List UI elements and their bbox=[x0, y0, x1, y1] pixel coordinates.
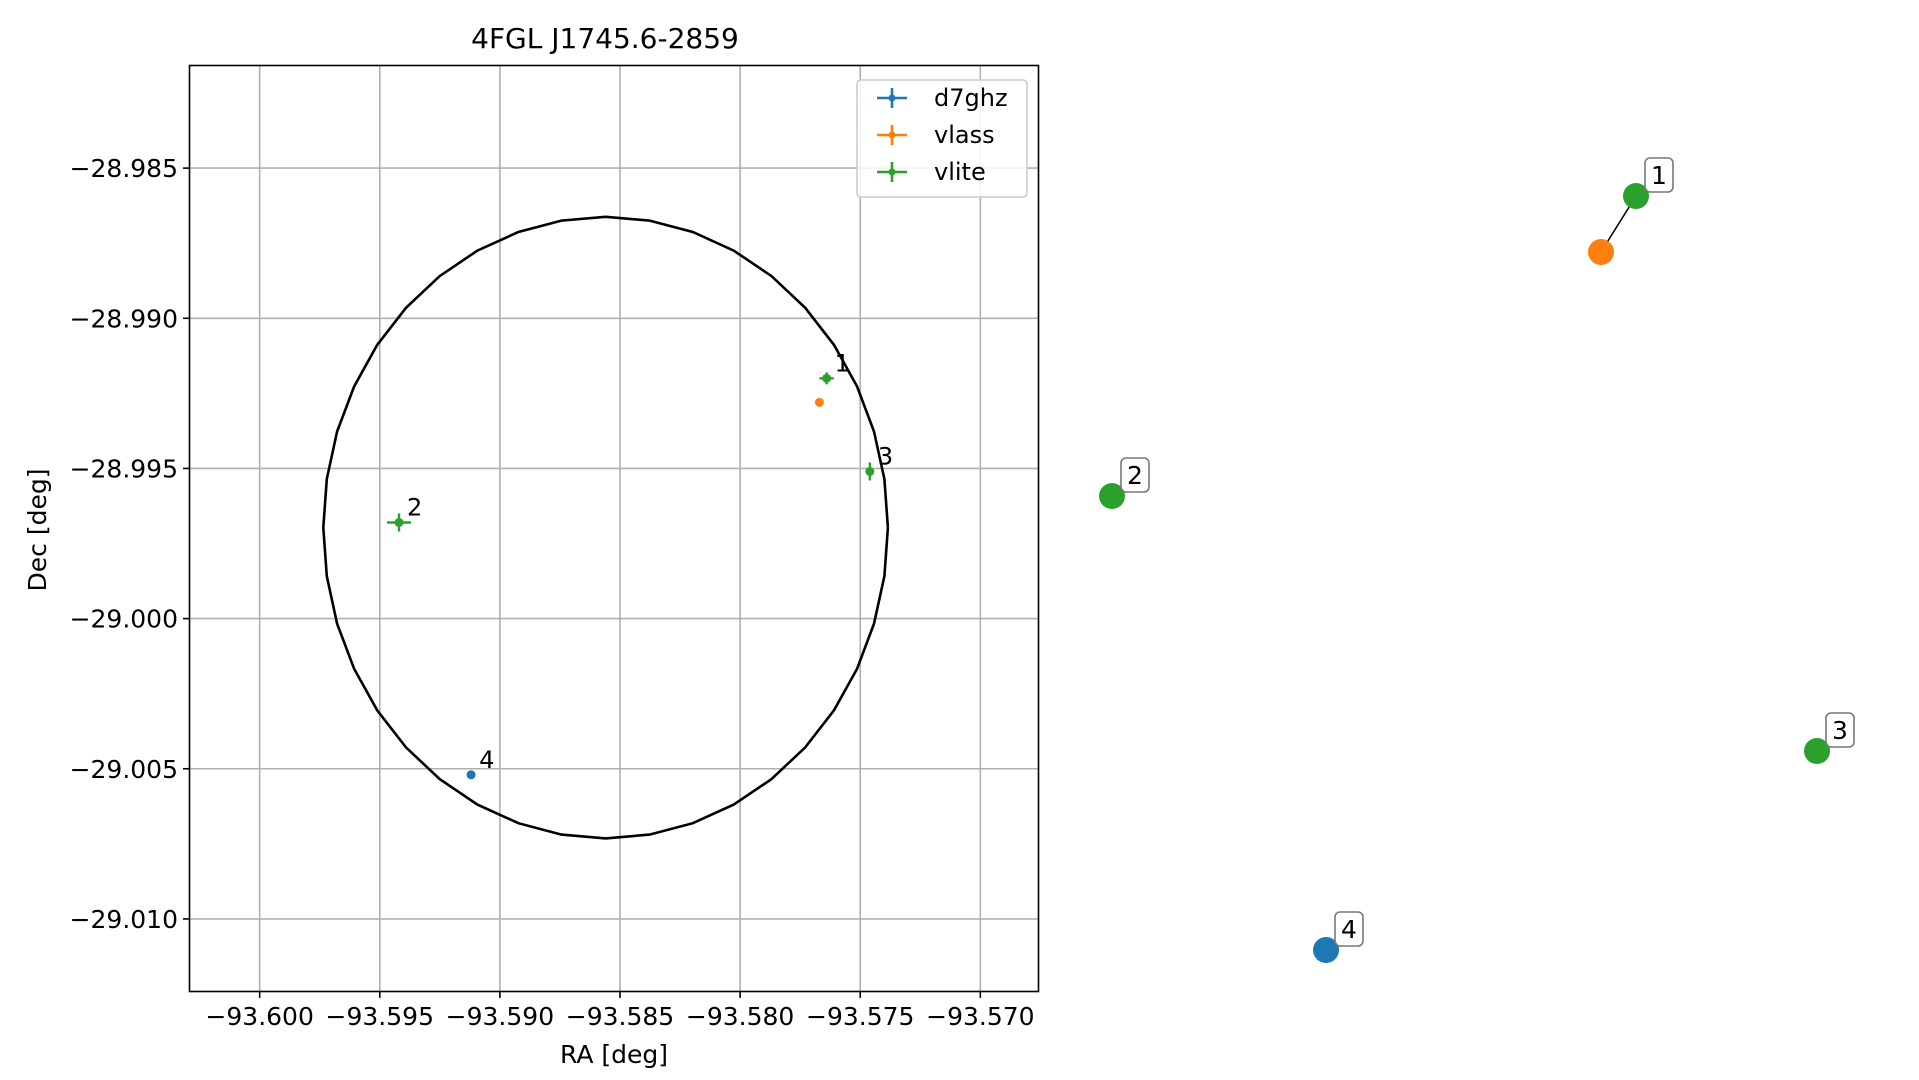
node-label-box bbox=[1120, 457, 1150, 493]
y-tick-label: −29.005 bbox=[70, 755, 178, 784]
grid bbox=[190, 66, 1038, 991]
x-tick-label: −93.590 bbox=[446, 1002, 554, 1031]
node-label-box bbox=[1334, 911, 1364, 947]
point-label: 4 bbox=[479, 746, 494, 774]
diagram-node bbox=[1804, 738, 1830, 764]
x-tick-label: −93.595 bbox=[326, 1002, 434, 1031]
diagram-node bbox=[1623, 183, 1649, 209]
point-label: 2 bbox=[407, 493, 422, 521]
match-diagram: 1 2 3 4 bbox=[1099, 157, 1855, 963]
y-tick-label: −29.010 bbox=[70, 905, 178, 934]
scatter-plot: 4FGL J1745.6-2859 −93.600 −93.595 −93.590−… bbox=[23, 22, 1040, 1069]
node-label-box bbox=[1644, 157, 1674, 193]
y-tick-label: −28.995 bbox=[70, 454, 178, 483]
legend-marker-vlass bbox=[888, 131, 896, 139]
point-label: 3 bbox=[878, 442, 893, 470]
node-label: 3 bbox=[1832, 716, 1848, 745]
y-tick-label: −28.990 bbox=[70, 304, 178, 333]
x-tick-label: −93.580 bbox=[686, 1002, 794, 1031]
y-axis-label: Dec [deg] bbox=[23, 469, 52, 592]
x-tick-label: −93.585 bbox=[566, 1002, 674, 1031]
node-label-box bbox=[1825, 712, 1855, 748]
legend-label-vlass: vlass bbox=[934, 121, 995, 149]
x-tick-label: −93.575 bbox=[806, 1002, 914, 1031]
diagram-node bbox=[1099, 483, 1125, 509]
chart-title: 4FGL J1745.6-2859 bbox=[471, 22, 739, 55]
x-tick-label: −93.570 bbox=[926, 1002, 1034, 1031]
localization-ellipse bbox=[321, 215, 890, 840]
point-label: 1 bbox=[835, 349, 850, 377]
legend-frame bbox=[856, 79, 1028, 198]
node-label: 2 bbox=[1127, 461, 1143, 490]
legend-marker-d7ghz bbox=[888, 94, 896, 102]
y-tick-label: −28.985 bbox=[70, 154, 178, 183]
data-point-vlite bbox=[394, 517, 404, 527]
x-axis-ticks: −93.600 −93.595 −93.590 −93.585 −93.580 −93.5… bbox=[205, 991, 1035, 1031]
data-point-vlite bbox=[865, 466, 875, 476]
legend-label-vlite: vlite bbox=[934, 158, 986, 186]
data-point-vlite bbox=[822, 373, 832, 383]
data-point-vlass bbox=[814, 397, 824, 407]
legend-marker-vlite bbox=[888, 168, 896, 176]
legend: d7ghz vlass vlite bbox=[856, 79, 1028, 198]
diagram-node bbox=[1588, 239, 1614, 265]
data-point-d7ghz bbox=[466, 770, 476, 780]
x-tick-label: −93.600 bbox=[205, 1002, 313, 1031]
diagram-node bbox=[1313, 937, 1339, 963]
data-points: 4 1 2 3 bbox=[386, 349, 893, 780]
legend-label-d7ghz: d7ghz bbox=[934, 84, 1008, 112]
node-label: 1 bbox=[1651, 161, 1667, 190]
y-tick-label: −29.000 bbox=[70, 605, 178, 634]
axes-frame bbox=[188, 64, 1040, 993]
x-axis-label: RA [deg] bbox=[560, 1040, 668, 1069]
node-label: 4 bbox=[1341, 915, 1357, 944]
y-axis-ticks: −28.985 −28.990 −28.995 −29.000 −29.005 −29.0… bbox=[70, 154, 190, 934]
